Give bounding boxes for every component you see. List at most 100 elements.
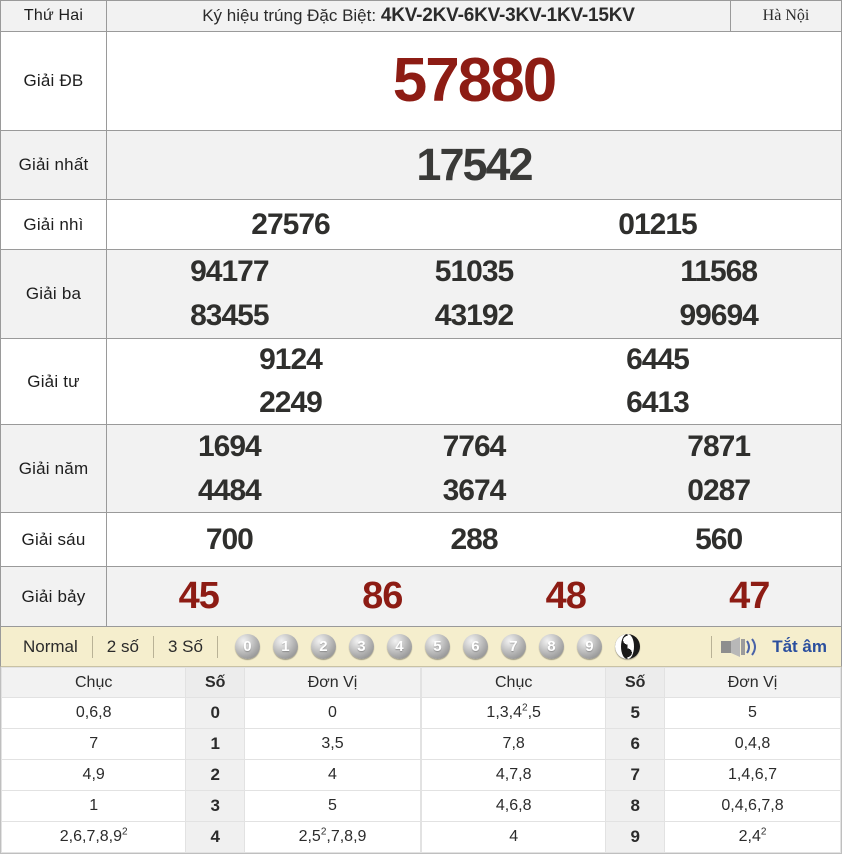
prize-value: 57880	[392, 46, 557, 115]
frequency-tables-container: Chục Số Đơn Vị 0,6,8 0 0 7 1 3,5 4,9	[0, 667, 842, 854]
digit-cell: 2	[185, 759, 246, 791]
prize-values-db: 57880	[106, 31, 842, 131]
frequency-table-right: Chục Số Đơn Vị 1,3,42,5 5 5 7,8 6 0,4,8 …	[420, 667, 841, 853]
units-cell: 0	[244, 697, 421, 729]
mode-normal-button[interactable]: Normal	[23, 636, 78, 656]
table-row: 1,3,42,5 5 5	[420, 697, 841, 729]
units-cell: 1,4,6,7	[664, 759, 841, 791]
controls-toolbar: Normal 2 số 3 Số 0 1 2 3 4 5 6 7 8 9	[0, 627, 842, 667]
prize-value: 47	[729, 575, 770, 617]
prize-values-nhi: 27576 01215	[106, 199, 842, 250]
units-cell: 2,42	[664, 821, 841, 853]
prize-value: 1694	[197, 430, 262, 464]
digit-ball-8[interactable]: 8	[538, 634, 564, 659]
digit-ball-2[interactable]: 2	[310, 634, 336, 659]
digit-cell: 4	[185, 821, 246, 853]
prize-value: 27576	[251, 208, 330, 241]
prize-label-ba: Giải ba	[0, 249, 107, 339]
table-row: 4,9 2 4	[0, 759, 421, 791]
digit-ball-0[interactable]: 0	[234, 634, 260, 659]
digit-ball-3[interactable]: 3	[348, 634, 374, 659]
sound-controls: Tắt âm	[711, 635, 833, 658]
column-header-units: Đơn Vị	[664, 667, 841, 698]
digit-cell: 0	[185, 697, 246, 729]
digit-ball-5[interactable]: 5	[424, 634, 450, 659]
prize-value: 45	[178, 575, 220, 617]
digit-cell: 9	[605, 821, 666, 853]
table-header-row: Chục Số Đơn Vị	[420, 667, 841, 698]
digit-ball-7[interactable]: 7	[500, 634, 526, 659]
digit-ball-9[interactable]: 9	[576, 634, 602, 659]
toolbar-divider	[711, 635, 713, 658]
prize-values-bay: 45 86 48 47	[106, 566, 842, 627]
mode-3so-button[interactable]: 3 Số	[167, 636, 203, 656]
yin-yang-icon[interactable]	[614, 634, 640, 659]
weekday-cell: Thứ Hai	[0, 0, 107, 32]
prize-label-bay: Giải bảy	[0, 566, 107, 627]
tens-cell: 7,8	[420, 728, 607, 760]
prize-value: 86	[362, 575, 403, 617]
digit-ball-6[interactable]: 6	[462, 634, 488, 659]
prize-values-ba: 94177 51035 11568 83455 43192 99694	[106, 249, 842, 339]
speaker-icon[interactable]	[720, 636, 764, 657]
digit-cell: 6	[605, 728, 666, 760]
units-cell: 3,5	[244, 728, 421, 760]
tens-cell: 4,6,8	[420, 790, 607, 822]
prize-label-tu: Giải tư	[0, 338, 107, 425]
prize-values-nhat: 17542	[106, 130, 842, 200]
mute-button-label[interactable]: Tắt âm	[772, 636, 827, 656]
units-cell: 5	[664, 697, 841, 729]
column-header-tens: Chục	[420, 667, 607, 698]
prize-value: 43192	[434, 299, 514, 332]
digit-ball-4[interactable]: 4	[386, 634, 412, 659]
prize-label-db: Giải ĐB	[0, 31, 107, 131]
prize-value: 7764	[442, 430, 507, 464]
units-cell: 0,4,6,7,8	[664, 790, 841, 822]
region-cell: Hà Nội	[730, 0, 842, 32]
prize-value: 6445	[626, 343, 690, 377]
prize-value: 7871	[687, 430, 751, 464]
prize-values-tu: 9124 6445 2249 6413	[106, 338, 842, 425]
table-row: 0,6,8 0 0	[0, 697, 421, 729]
toolbar-divider	[216, 635, 218, 658]
units-cell: 4	[244, 759, 421, 791]
prize-value: 560	[695, 523, 743, 556]
prize-value: 288	[450, 523, 498, 556]
digit-cell: 7	[605, 759, 666, 791]
table-row: 1 3 5	[0, 790, 421, 822]
prize-values-sau: 700 288 560	[106, 512, 842, 567]
mode-2so-button[interactable]: 2 số	[106, 636, 139, 656]
digit-cell: 1	[185, 728, 246, 760]
digit-ball-1[interactable]: 1	[272, 634, 298, 659]
frequency-table-left: Chục Số Đơn Vị 0,6,8 0 0 7 1 3,5 4,9	[0, 667, 421, 853]
digit-ball-group: 0 1 2 3 4 5 6 7 8 9	[234, 634, 640, 659]
prize-value: 11568	[680, 255, 758, 288]
column-header-digit: Số	[185, 667, 246, 698]
prize-row-sau: Giải sáu 700 288 560	[0, 512, 842, 567]
table-header-row: Thứ Hai Ký hiệu trúng Đặc Biệt: 4KV-2KV-…	[0, 0, 842, 32]
prize-value: 94177	[190, 255, 269, 288]
column-header-digit: Số	[605, 667, 666, 698]
table-row: 4 9 2,42	[420, 821, 841, 853]
prize-value: 6413	[626, 385, 690, 419]
digit-cell: 8	[605, 790, 666, 822]
column-header-units: Đơn Vị	[244, 667, 421, 698]
prize-value: 9124	[259, 343, 323, 377]
toolbar-divider	[152, 635, 154, 658]
prize-row-tu: Giải tư 9124 6445 2249 6413	[0, 338, 842, 425]
prize-label-nhat: Giải nhất	[0, 130, 107, 200]
prize-value: 17542	[416, 139, 533, 190]
toolbar-divider	[91, 635, 93, 658]
prize-value: 01215	[618, 208, 697, 241]
prize-value: 2249	[259, 385, 323, 419]
prize-row-db: Giải ĐB 57880	[0, 31, 842, 131]
prize-values-nam: 1694 7764 7871 4484 3674 0287	[106, 424, 842, 513]
column-header-tens: Chục	[0, 667, 187, 698]
units-cell: 5	[244, 790, 421, 822]
prize-row-nhi: Giải nhì 27576 01215	[0, 199, 842, 250]
units-cell: 0,4,8	[664, 728, 841, 760]
special-symbol-value: 4KV-2KV-6KV-3KV-1KV-15KV	[380, 5, 635, 26]
prize-value: 99694	[679, 299, 758, 332]
table-row: 4,7,8 7 1,4,6,7	[420, 759, 841, 791]
